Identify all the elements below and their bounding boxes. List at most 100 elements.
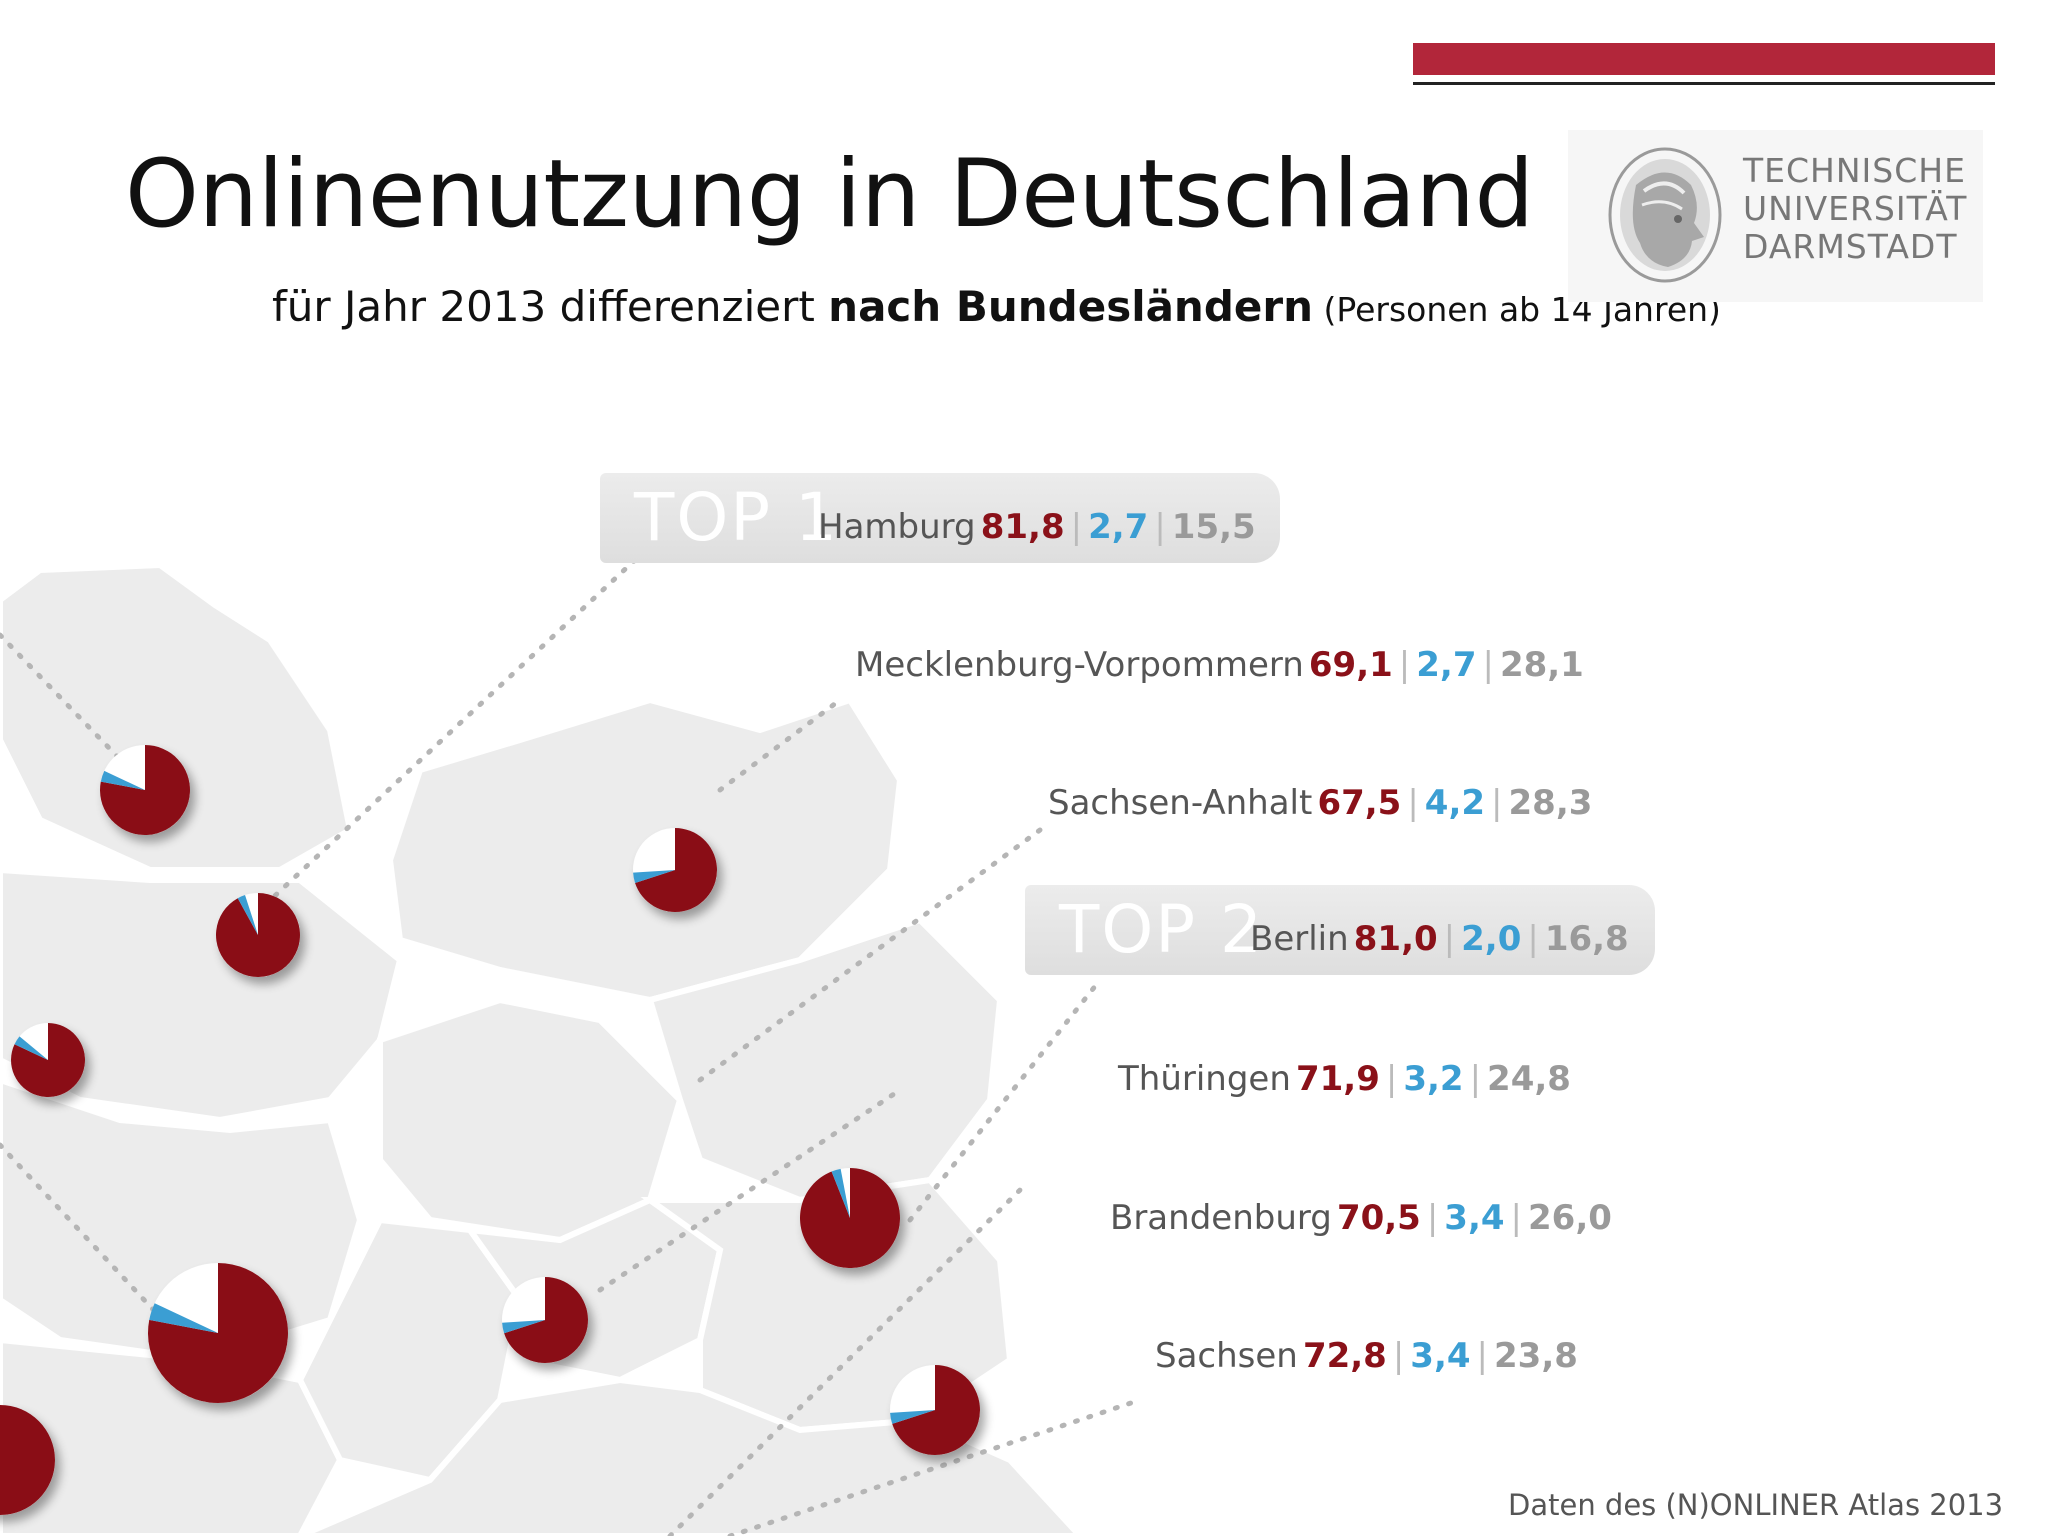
university-logo: TECHNISCHE UNIVERSITÄT DARMSTADT — [1568, 130, 1983, 302]
onliner-value: 81,0 — [1353, 919, 1438, 959]
separator: | — [1407, 783, 1419, 823]
state-name: Brandenburg — [1110, 1198, 1332, 1238]
separator: | — [1154, 507, 1166, 547]
label-thueringen: Thüringen 71,9 | 3,2 | 24,8 — [1118, 1059, 1571, 1099]
header-accent-bar — [1413, 43, 1995, 75]
label-mecklenburg: Mecklenburg-Vorpommern 69,1 | 2,7 | 28,1 — [855, 645, 1584, 685]
planner-value: 2,7 — [1088, 507, 1149, 547]
pie-slice-planner — [100, 770, 145, 790]
onliner-value: 81,8 — [980, 507, 1065, 547]
state-name: Hamburg — [818, 507, 976, 547]
planner-value: 2,7 — [1416, 645, 1477, 685]
logo-wordmark: TECHNISCHE UNIVERSITÄT DARMSTADT — [1743, 152, 1967, 266]
onliner-value: 70,5 — [1336, 1198, 1421, 1238]
page-subtitle: für Jahr 2013 differenziert nach Bundesl… — [272, 282, 1721, 331]
offliner-value: 15,5 — [1171, 507, 1256, 547]
planner-value: 3,4 — [1410, 1336, 1471, 1376]
separator: | — [1482, 645, 1494, 685]
onliner-value: 72,8 — [1302, 1336, 1387, 1376]
onliner-value: 71,9 — [1295, 1059, 1380, 1099]
separator: | — [1527, 919, 1539, 959]
subtitle-prefix: für Jahr 2013 differenziert — [272, 282, 829, 331]
state-name: Thüringen — [1118, 1059, 1291, 1099]
pie-marker — [10, 1023, 85, 1097]
pie-marker — [502, 1277, 589, 1363]
pie-slice-planner — [149, 1303, 218, 1333]
offliner-value: 16,8 — [1544, 919, 1629, 959]
planner-value: 3,2 — [1403, 1059, 1464, 1099]
subtitle-bold: nach Bundesländern — [828, 282, 1313, 331]
pie-slice-onliner — [800, 1168, 901, 1268]
separator: | — [1491, 783, 1503, 823]
offliner-value: 28,3 — [1508, 783, 1593, 823]
pie-marker — [0, 1405, 55, 1515]
offliner-value: 24,8 — [1487, 1059, 1571, 1099]
leader-line-sachsen — [727, 1397, 1143, 1536]
planner-value: 4,2 — [1424, 783, 1486, 823]
separator: | — [1398, 645, 1411, 685]
top2-tag: TOP 2 — [1059, 891, 1265, 968]
state-name: Sachsen — [1155, 1336, 1298, 1376]
onliner-value: 69,1 — [1308, 645, 1393, 685]
separator: | — [1443, 919, 1456, 959]
pie-slice-onliner — [99, 745, 190, 836]
pie-slice-onliner — [504, 1277, 589, 1363]
label-sachsen: Sachsen 72,8 | 3,4 | 23,8 — [1155, 1336, 1578, 1376]
pie-slice-onliner — [892, 1365, 980, 1455]
logo-line: DARMSTADT — [1743, 227, 1958, 266]
pie-slice-onliner — [216, 893, 301, 977]
pie-slice-planner — [890, 1410, 935, 1424]
leader-line-berlin — [907, 977, 1103, 1223]
pie-markers — [0, 745, 980, 1515]
state-name: Berlin — [1250, 919, 1349, 959]
pie-slice-planner — [633, 870, 675, 883]
separator: | — [1426, 1198, 1439, 1238]
pie-slice-planner — [831, 1168, 850, 1218]
offliner-value: 28,1 — [1499, 645, 1584, 685]
pie-marker — [890, 1365, 980, 1455]
athena-seal-icon — [1608, 147, 1722, 283]
offliner-value: 23,8 — [1494, 1336, 1578, 1376]
top2-label: Berlin 81,0 | 2,0 | 16,8 — [1250, 919, 1629, 959]
state-name: Sachsen-Anhalt — [1048, 783, 1313, 823]
top1-label: Hamburg 81,8 | 2,7 | 15,5 — [818, 507, 1256, 547]
logo-line: UNIVERSITÄT — [1743, 189, 1968, 228]
leader-line-hamburg — [262, 557, 638, 908]
separator: | — [1510, 1198, 1522, 1238]
pie-marker — [99, 745, 190, 836]
pie-slice-planner — [502, 1320, 545, 1334]
region-schleswig-holstein — [0, 561, 354, 873]
pie-marker — [148, 1263, 289, 1403]
leader-lines — [0, 557, 1143, 1536]
pie-marker — [216, 893, 301, 977]
offliner-value: 26,0 — [1528, 1198, 1612, 1238]
pie-marker — [800, 1168, 901, 1268]
label-brandenburg: Brandenburg 70,5 | 3,4 | 26,0 — [1110, 1198, 1612, 1238]
planner-value: 2,0 — [1461, 919, 1522, 959]
leader-line-thueringen — [597, 1087, 903, 1293]
top1-box: TOP 1 Hamburg 81,8 | 2,7 | 15,5 — [600, 473, 1280, 563]
pie-slice-planner — [237, 895, 258, 935]
label-sachsen-anhalt: Sachsen-Anhalt 67,5 | 4,2 | 28,3 — [1048, 783, 1592, 823]
separator: | — [1070, 507, 1083, 547]
pie-slice-onliner — [148, 1263, 289, 1403]
separator: | — [1476, 1336, 1488, 1376]
region-bayern — [298, 1376, 1085, 1536]
germany-map — [0, 557, 1143, 1536]
header-rule — [1413, 82, 1995, 85]
pie-slice-onliner — [10, 1023, 85, 1097]
leader-line-brandenburg — [667, 1187, 1023, 1536]
top1-tag: TOP 1 — [634, 479, 840, 556]
separator: | — [1392, 1336, 1405, 1376]
leader-line-mecklenburg — [717, 697, 843, 793]
pie-slice-onliner — [0, 1405, 55, 1515]
planner-value: 3,4 — [1444, 1198, 1505, 1238]
page-title: Onlinenutzung in Deutschland — [125, 140, 1534, 249]
separator: | — [1385, 1059, 1398, 1099]
state-name: Mecklenburg-Vorpommern — [855, 645, 1304, 685]
pie-slice-planner — [14, 1036, 48, 1060]
leader-line-sachsen-anhalt — [697, 827, 1043, 1083]
top2-box: TOP 2 Berlin 81,0 | 2,0 | 16,8 — [1025, 885, 1655, 975]
pie-slice-onliner — [635, 828, 717, 912]
logo-line: TECHNISCHE — [1743, 151, 1966, 190]
